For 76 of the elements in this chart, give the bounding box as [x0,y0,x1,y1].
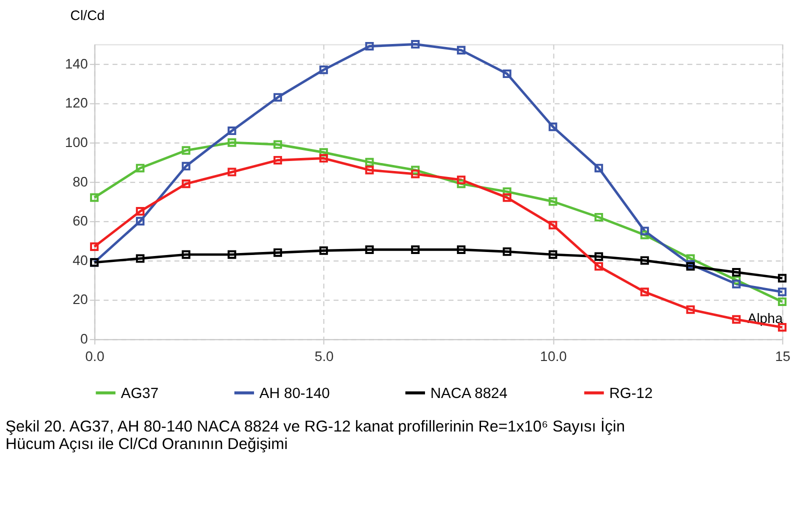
point [136,207,144,216]
point [319,148,328,157]
point [594,252,604,261]
point [319,66,328,74]
point [548,122,558,132]
y-tick-label: 40 [72,252,88,268]
point [182,180,190,188]
point [365,42,374,51]
point [136,216,144,226]
point [456,46,466,54]
point [228,126,236,136]
point [640,256,649,265]
point [686,305,695,314]
point [548,197,558,206]
point [90,242,99,251]
point [182,162,190,170]
point [319,154,328,163]
point [411,170,420,178]
point [548,250,558,259]
point [594,212,604,222]
legend-label: RG-12 [609,386,653,402]
point [502,193,512,202]
y-tick-label: 140 [65,56,88,72]
point [732,280,741,288]
point [228,250,236,259]
point [640,226,649,236]
point [640,288,649,296]
y-tick-label: 80 [72,174,88,190]
point [365,166,374,174]
point [411,245,420,254]
point [640,230,649,240]
y-tick-label: 20 [72,292,88,308]
legend-label: NACA 8824 [430,386,508,402]
point [136,254,144,263]
text: Şekil 20. AG37, AH 80-140 NACA 8824 ve RG-12 kanat profillerinin Re=1x10⁶ Sayısı İçin Hücum Açısı ile Cl/Cd Oranının Değişimi [6,417,625,454]
point [228,168,236,176]
point [273,248,282,257]
point [778,288,787,296]
point [732,276,741,284]
legend-label: AG37 [120,386,159,402]
point [732,268,741,277]
point [273,140,282,149]
x-tick-label: 5.0 [314,349,334,364]
legend-label: AH 80-140 [259,386,330,402]
point [411,166,420,174]
y-tick-label: 0 [80,332,88,347]
x-tick-label: 15 [775,349,791,364]
point [90,193,99,202]
point [502,187,512,196]
point [273,93,282,102]
x-tick-label: 10.0 [540,349,568,364]
point [365,158,374,166]
point [548,220,558,230]
point [182,250,190,259]
point [732,315,741,324]
point [502,247,512,256]
point [778,297,787,306]
point [182,146,190,155]
point [136,164,144,172]
point [273,156,282,165]
y-axis-title: Cl/Cd [70,8,105,24]
point [411,40,420,49]
y-tick-label: 60 [72,214,88,229]
point [502,69,512,78]
y-tick-label: 100 [65,134,88,150]
x-tick-label: 0.0 [85,349,105,364]
point [778,274,787,282]
y-tick-label: 120 [65,96,88,111]
point [456,180,466,188]
point [456,245,466,254]
point [456,176,466,184]
point [228,138,236,147]
point [319,246,328,255]
point [594,164,604,172]
point [594,262,604,271]
point [365,245,374,254]
